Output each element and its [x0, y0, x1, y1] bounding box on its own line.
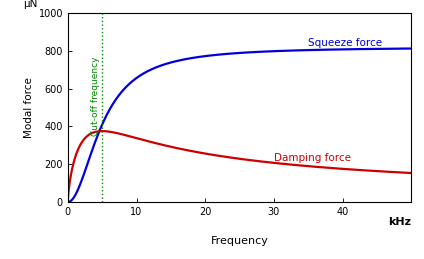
Text: Cut-off frequency: Cut-off frequency [91, 56, 100, 136]
Y-axis label: Modal force: Modal force [24, 77, 34, 138]
Text: μN: μN [23, 0, 38, 9]
Text: Frequency: Frequency [211, 236, 268, 246]
Text: Squeeze force: Squeeze force [308, 38, 382, 48]
Text: Damping force: Damping force [274, 153, 351, 163]
Text: kHz: kHz [388, 217, 411, 227]
